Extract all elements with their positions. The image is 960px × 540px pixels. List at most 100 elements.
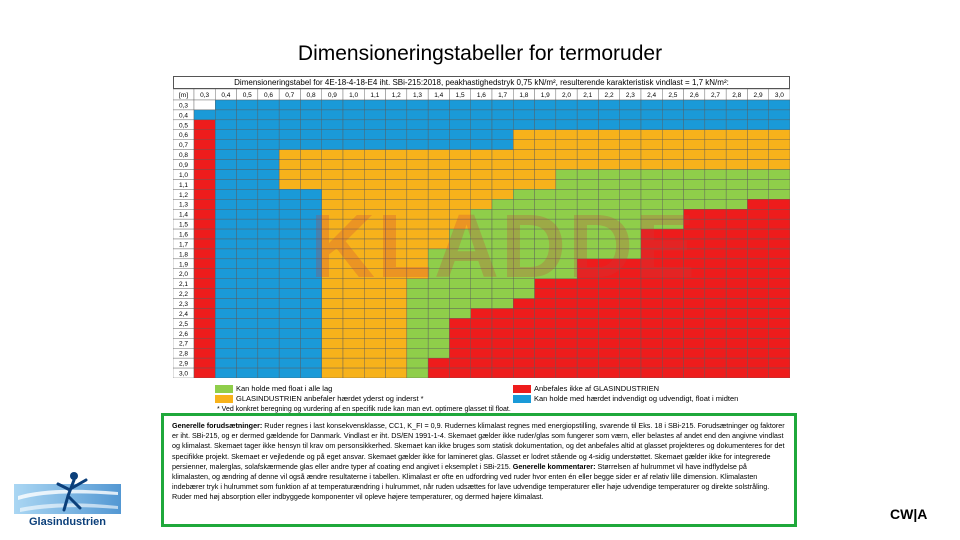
table-cell	[321, 268, 344, 279]
table-cell	[278, 238, 301, 250]
table-cell	[406, 278, 429, 289]
table-cell	[513, 308, 535, 319]
table-cell	[364, 357, 386, 369]
table-cell	[640, 238, 663, 250]
table-cell	[619, 99, 642, 111]
table-cell	[704, 318, 727, 329]
table-cell	[640, 357, 663, 369]
table-cell	[683, 119, 706, 130]
table-cell	[662, 258, 684, 269]
table-cell	[747, 298, 769, 309]
table-cell	[427, 189, 450, 200]
table-cell	[385, 209, 408, 220]
table-cell	[278, 357, 301, 369]
table-cell	[555, 149, 578, 160]
table-cell	[406, 228, 429, 240]
table-cell	[534, 149, 557, 160]
table-cell	[555, 318, 578, 329]
table-cell	[768, 238, 790, 250]
table-cell	[449, 357, 471, 369]
table-cell	[598, 149, 620, 160]
table-cell	[385, 149, 408, 160]
table-cell	[470, 357, 493, 369]
table-cell	[385, 99, 408, 111]
column-label: 0,6	[264, 92, 273, 99]
table-cell	[364, 149, 386, 160]
table-cell	[491, 228, 514, 240]
table-cell	[640, 308, 663, 319]
table-cell	[385, 348, 408, 359]
table-cell	[215, 228, 237, 240]
legend-swatch-orange	[215, 394, 233, 403]
table-cell	[278, 367, 301, 378]
table-cell	[555, 218, 578, 230]
table-cell	[406, 149, 429, 160]
table-cell	[364, 199, 386, 210]
table-cell	[662, 139, 684, 150]
table-cell	[364, 129, 386, 140]
table-cell	[193, 258, 216, 269]
table-cell	[640, 318, 663, 329]
table-cell	[449, 109, 471, 121]
table-cell	[640, 199, 663, 210]
table-cell	[683, 228, 706, 240]
table-cell	[619, 268, 642, 279]
table-cell	[513, 318, 535, 329]
table-cell	[576, 238, 599, 250]
row-label: 1,4	[179, 212, 188, 219]
table-cell	[725, 348, 748, 359]
table-cell	[555, 248, 578, 260]
table-cell	[406, 199, 429, 210]
table-cell	[747, 318, 769, 329]
table-cell	[321, 348, 344, 359]
table-cell	[470, 209, 493, 220]
table-cell	[364, 338, 386, 349]
table-cell	[747, 129, 769, 140]
table-cell	[513, 109, 535, 121]
table-cell	[342, 218, 365, 230]
table-cell	[236, 179, 259, 190]
table-cell	[193, 159, 216, 170]
table-cell	[278, 258, 301, 269]
table-cell	[470, 99, 493, 111]
table-cell	[385, 109, 408, 121]
table-cell	[278, 139, 301, 150]
table-cell	[513, 298, 535, 309]
column-label: 1,4	[434, 92, 443, 99]
table-cell	[236, 248, 259, 260]
table-cell	[683, 357, 706, 369]
table-cell	[449, 189, 471, 200]
table-cell	[278, 298, 301, 309]
table-cell	[257, 159, 280, 170]
table-cell	[215, 258, 237, 269]
table-cell	[364, 308, 386, 319]
table-cell	[534, 308, 557, 319]
table-cell	[491, 159, 514, 170]
table-cell	[193, 209, 216, 220]
table-cell	[193, 169, 216, 180]
table-cell	[278, 189, 301, 200]
table-cell	[449, 228, 471, 240]
table-cell	[534, 159, 557, 170]
table-cell	[534, 179, 557, 190]
table-cell	[619, 228, 642, 240]
table-cell	[598, 278, 620, 289]
table-cell	[470, 218, 493, 230]
table-cell	[236, 209, 259, 220]
table-cell	[193, 338, 216, 349]
table-cell	[513, 189, 535, 200]
table-cell	[278, 338, 301, 349]
table-cell	[257, 357, 280, 369]
table-cell	[576, 258, 599, 269]
table-cell	[640, 169, 663, 180]
table-cell	[321, 238, 344, 250]
table-cell	[427, 99, 450, 111]
table-cell	[449, 218, 471, 230]
table-cell	[662, 288, 684, 299]
table-cell	[747, 367, 769, 378]
table-cell	[278, 348, 301, 359]
table-cell	[470, 109, 493, 121]
table-cell	[704, 278, 727, 289]
table-cell	[768, 179, 790, 190]
row-label: 3,0	[179, 371, 188, 378]
